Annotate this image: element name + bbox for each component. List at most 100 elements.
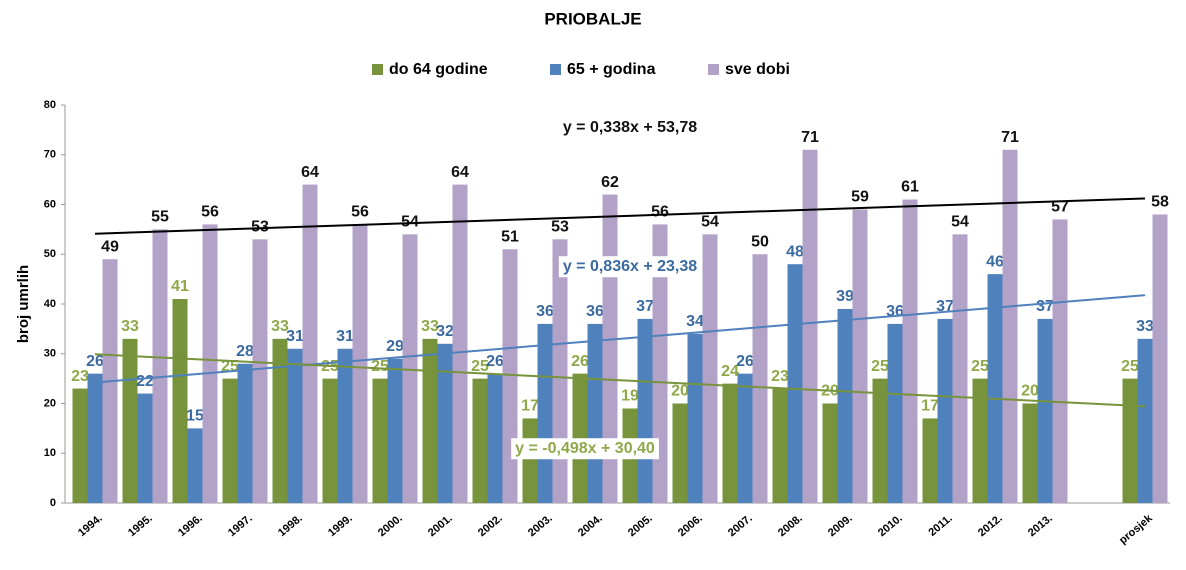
data-label: 36 [536, 303, 554, 320]
data-label: 48 [786, 243, 804, 260]
data-label: 25 [471, 358, 489, 375]
data-label: 31 [336, 328, 354, 345]
x-tick-label: 1997. [226, 512, 255, 539]
bar [372, 378, 388, 503]
bar [1137, 338, 1153, 503]
bar [252, 239, 268, 503]
bar [752, 254, 768, 503]
legend-label: sve dobi [725, 61, 790, 78]
data-label: 17 [921, 398, 939, 415]
bar [337, 348, 353, 503]
data-label: 53 [251, 219, 269, 236]
trendline [94, 294, 1146, 384]
data-label: 33 [121, 318, 139, 335]
legend-label: 65 + godina [567, 61, 656, 78]
bar [837, 308, 853, 503]
data-label: 24 [721, 363, 739, 380]
data-label: 64 [451, 164, 469, 181]
legend-swatch [372, 64, 383, 75]
bar [287, 348, 303, 503]
bar [222, 378, 238, 503]
data-label: 26 [736, 353, 754, 370]
data-label: 37 [636, 298, 654, 315]
trendline-equation: y = 0,836x + 23,38 [563, 258, 697, 275]
data-label: 23 [771, 368, 789, 385]
bar [937, 318, 953, 503]
data-label: 25 [371, 358, 389, 375]
data-label: 46 [986, 253, 1004, 270]
bar [352, 224, 368, 503]
bar [637, 318, 653, 503]
x-tick-label: 1998. [276, 512, 305, 539]
bar [437, 343, 453, 503]
chart-title: PRIOBALJE [544, 9, 641, 28]
data-label: 41 [171, 278, 189, 295]
data-label: 26 [486, 353, 504, 370]
bar [487, 373, 503, 503]
bar [87, 373, 103, 503]
data-label: 50 [751, 233, 769, 250]
legend-label: do 64 godine [389, 61, 488, 78]
data-label: 58 [1151, 194, 1169, 211]
bar [687, 333, 703, 503]
bar [387, 358, 403, 503]
y-axis-label: broj umrlih [15, 265, 32, 343]
bar [452, 184, 468, 503]
bar [887, 323, 903, 503]
data-label: 33 [421, 318, 439, 335]
bar [802, 149, 818, 503]
data-label: 20 [1021, 383, 1039, 400]
data-label: 15 [186, 408, 204, 425]
data-label: 36 [886, 303, 904, 320]
bar [922, 418, 938, 503]
data-label: 31 [286, 328, 304, 345]
bar [302, 184, 318, 503]
y-tick-label: 60 [44, 198, 56, 210]
y-tick-label: 50 [44, 248, 56, 260]
data-label: 61 [901, 179, 919, 196]
data-label: 34 [686, 313, 704, 330]
x-tick-label: 2009. [826, 512, 855, 539]
bar [537, 323, 553, 503]
bar [652, 224, 668, 503]
y-tick-label: 10 [44, 447, 56, 459]
bar [552, 239, 568, 503]
data-label: 51 [501, 228, 519, 245]
bar [122, 338, 138, 503]
data-label: 25 [871, 358, 889, 375]
bar [137, 393, 153, 503]
bar [237, 363, 253, 503]
x-tick-label: 1995. [126, 512, 155, 539]
bar [822, 403, 838, 503]
bar [472, 378, 488, 503]
x-tick-label: 2001. [426, 512, 455, 539]
data-label: 25 [1121, 358, 1139, 375]
x-tick-label: 2005. [626, 512, 655, 539]
x-tick-label: 2003. [526, 512, 555, 539]
bar [422, 338, 438, 503]
x-tick-label: 2006. [676, 512, 705, 539]
bar [987, 274, 1003, 503]
x-tick-label: 2002. [476, 512, 505, 539]
bar [787, 264, 803, 503]
x-tick-label: 2007. [726, 512, 755, 539]
data-label: 59 [851, 189, 869, 206]
y-tick-label: 30 [44, 348, 56, 360]
data-label: 28 [236, 343, 254, 360]
bar [172, 299, 188, 503]
x-tick-label: 2012. [976, 512, 1005, 539]
data-label: 22 [136, 373, 154, 390]
data-label: 62 [601, 174, 619, 191]
trendline [94, 353, 1146, 408]
data-label: 19 [621, 388, 639, 405]
data-label: 64 [301, 164, 319, 181]
data-label: 56 [201, 204, 219, 221]
bar [272, 338, 288, 503]
x-tick-label: 2004. [576, 512, 605, 539]
label-background [511, 438, 659, 460]
bar [702, 234, 718, 503]
bar [672, 403, 688, 503]
label-background [558, 256, 702, 278]
x-tick-label: prosjek [1117, 512, 1155, 547]
bar [522, 418, 538, 503]
